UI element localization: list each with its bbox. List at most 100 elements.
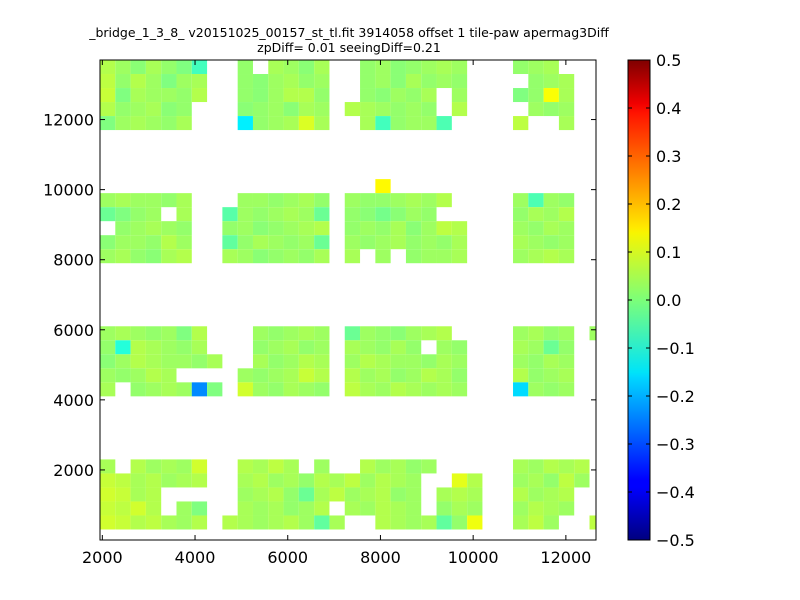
heatmap-cell — [283, 515, 299, 530]
y-tick-label: 6000 — [53, 321, 94, 340]
colorbar-tick-label: 0.3 — [656, 147, 681, 166]
heatmap-cell — [268, 116, 284, 131]
heatmap-cell — [268, 354, 284, 369]
heatmap-cell — [268, 515, 284, 530]
heatmap-cell — [314, 102, 330, 117]
heatmap-cell — [421, 193, 437, 208]
heatmap-cell — [161, 368, 177, 383]
heatmap-cell — [161, 326, 177, 341]
heatmap-cell — [467, 473, 483, 488]
heatmap-cell — [298, 60, 315, 75]
heatmap-cell — [314, 207, 330, 222]
heatmap-cell — [237, 473, 253, 488]
heatmap-cell — [314, 368, 330, 383]
heatmap-cell — [543, 340, 559, 355]
heatmap-cell — [543, 326, 559, 341]
heatmap-cell — [513, 473, 529, 488]
heatmap-cell — [390, 487, 406, 502]
heatmap-cell — [405, 382, 422, 397]
heatmap-cell — [161, 60, 177, 75]
heatmap-cell — [558, 459, 575, 474]
heatmap-cell — [574, 459, 590, 474]
heatmap-cell — [543, 487, 559, 502]
heatmap-cell — [145, 501, 162, 516]
heatmap-cell — [145, 88, 162, 103]
x-tick-label: 6000 — [267, 548, 308, 567]
heatmap-cell — [390, 473, 406, 488]
heatmap-cell — [528, 60, 544, 75]
heatmap-cell — [145, 354, 162, 369]
heatmap-cell — [130, 326, 146, 341]
heatmap-cell — [298, 116, 315, 131]
heatmap-cell — [451, 354, 468, 369]
heatmap-cell — [360, 382, 376, 397]
heatmap-cell — [436, 382, 452, 397]
heatmap-cell — [513, 501, 529, 516]
heatmap-cell — [513, 515, 529, 530]
heatmap-cell — [283, 340, 299, 355]
colorbar-tick-label: −0.4 — [656, 483, 695, 502]
heatmap-cell — [558, 340, 575, 355]
heatmap-cell — [314, 221, 330, 236]
heatmap-cell — [161, 235, 177, 250]
chart-subtitle: zpDiff= 0.01 seeingDiff=0.21 — [257, 40, 441, 55]
heatmap-cell — [314, 326, 330, 341]
heatmap-cell — [436, 116, 452, 131]
heatmap-cell — [436, 368, 452, 383]
heatmap-cell — [543, 193, 559, 208]
heatmap-cell — [344, 501, 361, 516]
heatmap-cell — [298, 249, 315, 264]
heatmap-cell — [314, 459, 330, 474]
heatmap-cell — [360, 235, 376, 250]
heatmap-cell — [115, 487, 131, 502]
heatmap-cell — [528, 487, 544, 502]
heatmap-cell — [314, 487, 330, 502]
colorbar-tick-label: 0.1 — [656, 243, 681, 262]
heatmap-cell — [405, 88, 422, 103]
heatmap-cell — [145, 515, 162, 530]
heatmap-cell — [176, 74, 192, 89]
heatmap-cell — [145, 74, 162, 89]
heatmap-cell — [145, 473, 162, 488]
heatmap-cell — [252, 74, 269, 89]
y-tick-label: 10000 — [43, 181, 94, 200]
heatmap-cell — [176, 116, 192, 131]
heatmap-cell — [115, 102, 131, 117]
heatmap-cell — [268, 207, 284, 222]
heatmap-cell — [421, 116, 437, 131]
heatmap-cell — [405, 193, 422, 208]
heatmap-cell — [130, 116, 146, 131]
heatmap-cell — [558, 326, 575, 341]
heatmap-cell — [191, 74, 208, 89]
heatmap-cell — [528, 382, 544, 397]
heatmap-cell — [390, 221, 406, 236]
heatmap-cell — [100, 249, 116, 264]
heatmap-cell — [100, 340, 116, 355]
heatmap-cell — [115, 340, 131, 355]
heatmap-cell — [528, 207, 544, 222]
heatmap-cell — [145, 102, 162, 117]
heatmap-cell — [375, 459, 391, 474]
heatmap-cell — [513, 459, 529, 474]
heatmap-cell — [268, 102, 284, 117]
heatmap-cell — [421, 459, 437, 474]
heatmap-cell — [375, 326, 391, 341]
heatmap-cell — [237, 487, 253, 502]
heatmap-cell — [375, 193, 391, 208]
heatmap-cell — [268, 459, 284, 474]
heatmap-cell — [543, 515, 559, 530]
colorbar-tick-label: −0.2 — [656, 387, 695, 406]
heatmap-cell — [145, 340, 162, 355]
heatmap-cell — [436, 221, 452, 236]
heatmap-cell — [100, 515, 116, 530]
heatmap-cell — [298, 193, 315, 208]
heatmap-cell — [543, 102, 559, 117]
heatmap-cell — [344, 221, 361, 236]
heatmap-cell — [314, 116, 330, 131]
heatmap-cell — [543, 382, 559, 397]
heatmap-cell — [436, 487, 452, 502]
heatmap-cell — [390, 354, 406, 369]
heatmap-cell — [115, 473, 131, 488]
heatmap-cell — [543, 88, 559, 103]
